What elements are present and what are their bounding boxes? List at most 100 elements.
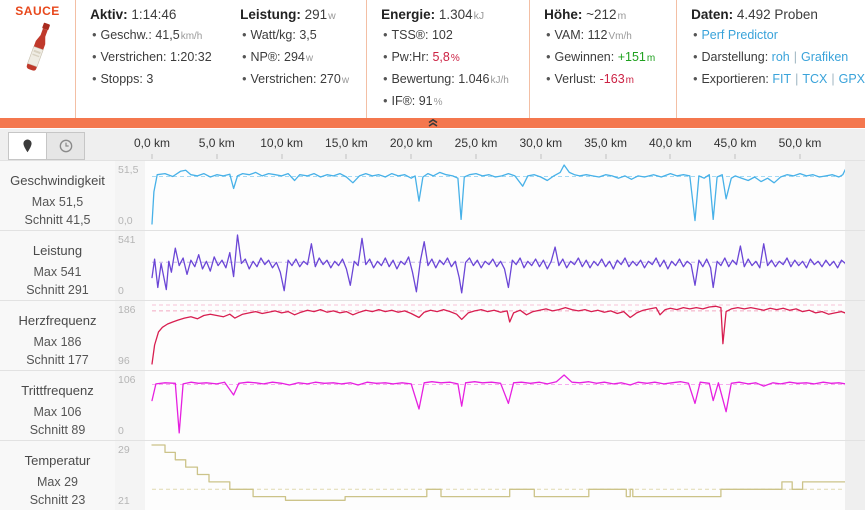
stat-item-label: Verstrichen:: [250, 72, 320, 86]
link-tcx[interactable]: TCX: [802, 72, 828, 86]
bullet-icon: •: [242, 28, 247, 42]
row-filler: [845, 441, 865, 510]
stat-item: • VAM: 112Vm/h: [546, 28, 676, 42]
link-perf-predictor[interactable]: Perf Predictor: [701, 28, 778, 42]
bullet-icon: •: [242, 72, 247, 86]
stat-item-unit: %: [433, 97, 443, 108]
stat-title-unit: kJ: [473, 10, 485, 22]
bullet-icon: •: [383, 50, 388, 64]
bullet-icon: •: [546, 28, 551, 42]
stat-item-value: 102: [431, 28, 453, 42]
y-max-label: 106: [118, 374, 136, 386]
x-tick-label: 45,0 km: [713, 136, 757, 150]
header-column-daten: Daten: 4.492 Proben • Perf Predictor • Darst…: [676, 0, 865, 118]
x-tick-mark: [799, 154, 801, 159]
bullet-icon: •: [546, 72, 551, 86]
stat-item: • Verstrichen: 270w: [242, 72, 366, 86]
x-tick-label: 35,0 km: [584, 136, 627, 150]
header-column-aktiv: Aktiv: 1:14:46 • Geschw.: 41,5km/h • Verstri…: [75, 0, 226, 118]
stat-item-label: Watt/kg:: [250, 28, 300, 42]
link-fit[interactable]: FIT: [772, 72, 792, 86]
row-filler: [845, 301, 865, 370]
stat-item: • Watt/kg: 3,5: [242, 28, 366, 42]
tab-map-view[interactable]: [9, 133, 46, 159]
stat-item-value: 3: [146, 72, 154, 86]
bullet-icon: •: [693, 28, 698, 42]
sauce-bottle-icon: [26, 22, 50, 71]
chart-line-hr: [151, 304, 845, 365]
stat-item-value: 1.046: [458, 72, 490, 86]
bullet-icon: •: [546, 50, 551, 64]
metric-name: Geschwindigkeit: [10, 173, 105, 188]
stat-item-unit: w: [341, 75, 350, 86]
metric-name: Herzfrequenz: [18, 313, 97, 328]
tab-time-view[interactable]: [46, 133, 84, 159]
chart-line-speed: [151, 164, 845, 225]
metric-name: Temperatur: [24, 453, 91, 468]
stat-title-value: 1:14:46: [131, 7, 177, 22]
stat-item: • Gewinnen: +151m: [546, 50, 676, 64]
y-max-label: 541: [118, 234, 136, 246]
x-tick-mark: [540, 154, 542, 159]
stat-item: • IF®: 91%: [383, 94, 529, 108]
link-gpx[interactable]: GPX: [838, 72, 865, 86]
stat-title-label: Höhe:: [544, 7, 583, 22]
header-column-energie: Energie: 1.304kJ • TSS®: 102 • Pw:Hr: 5,8% • B…: [366, 0, 529, 118]
bullet-icon: •: [92, 50, 97, 64]
header-column-leistung: Leistung: 291w • Watt/kg: 3,5 • NP®: 294w • Ve…: [226, 0, 366, 118]
x-tick-label: 0,0 km: [133, 136, 171, 150]
metric-avg: Schnitt 23: [29, 493, 86, 507]
collapse-header-bar[interactable]: [0, 118, 865, 128]
metric-name: Trittfrequenz: [21, 383, 94, 398]
link-grafiken[interactable]: Grafiken: [800, 50, 849, 64]
stat-title-leistung: Leistung: 291w: [240, 7, 366, 22]
stat-title-daten: Daten: 4.492 Proben: [691, 7, 865, 22]
stat-item: • Verstrichen: 1:20:32: [92, 50, 226, 64]
chart-plot-temp[interactable]: [145, 441, 845, 510]
stat-item: • TSS®: 102: [383, 28, 529, 42]
link-roh[interactable]: roh: [771, 50, 790, 64]
stat-item-label: NP®:: [250, 50, 284, 64]
stat-item-label: Geschw.:: [100, 28, 156, 42]
x-tick-mark: [151, 154, 153, 159]
y-axis-cadence: 106 0: [115, 371, 145, 440]
chart-plot-power[interactable]: [145, 231, 845, 300]
double-chevron-up-icon: [428, 119, 437, 127]
stat-item: • Stopps: 3: [92, 72, 226, 86]
bullet-icon: •: [693, 50, 698, 64]
stat-title-hoehe: Höhe: ~212m: [544, 7, 676, 22]
y-min-label: 0,0: [118, 215, 133, 227]
stat-title-label: Daten:: [691, 7, 734, 22]
chart-row-cadence: Trittfrequenz Max 106 Schnitt 89 106 0: [0, 370, 865, 440]
x-tick-mark: [345, 154, 347, 159]
chart-plot-hr[interactable]: [145, 301, 845, 370]
stat-item-value: -163: [599, 72, 625, 86]
stat-title-energie: Energie: 1.304kJ: [381, 7, 529, 22]
stat-item-value: 91: [418, 94, 433, 108]
stat-item: • Exportieren: FIT | TCX | GPX: [693, 72, 865, 86]
header-column-hoehe: Höhe: ~212m • VAM: 112Vm/h • Gewinnen: +151m…: [529, 0, 676, 118]
metric-max: Max 106: [33, 405, 82, 419]
stat-item-value: 112: [587, 28, 608, 42]
link-separator: |: [831, 72, 835, 86]
y-axis-speed: 51,5 0,0: [115, 161, 145, 230]
bullet-icon: •: [92, 72, 97, 86]
stat-item-label: Verlust:: [554, 72, 600, 86]
stat-item-label: Pw:Hr:: [391, 50, 433, 64]
x-tick-label: 15,0 km: [325, 136, 368, 150]
stat-item: • NP®: 294w: [242, 50, 366, 64]
y-min-label: 0: [118, 285, 124, 297]
stat-item-unit: %: [450, 53, 460, 64]
metric-avg: Schnitt 291: [26, 283, 89, 297]
x-tick-label: 20,0 km: [389, 136, 433, 150]
y-min-label: 0: [118, 425, 124, 437]
row-filler: [845, 371, 865, 440]
chart-plot-speed[interactable]: [145, 161, 845, 230]
row-filler: [845, 161, 865, 230]
stat-item: • Bewertung: 1.046kJ/h: [383, 72, 529, 86]
x-tick-label: 30,0 km: [519, 136, 563, 150]
chart-plot-cadence[interactable]: [145, 371, 845, 440]
stat-title-aktiv: Aktiv: 1:14:46: [90, 7, 226, 22]
bullet-icon: •: [383, 94, 388, 108]
stat-item-value: 5,8: [432, 50, 450, 64]
